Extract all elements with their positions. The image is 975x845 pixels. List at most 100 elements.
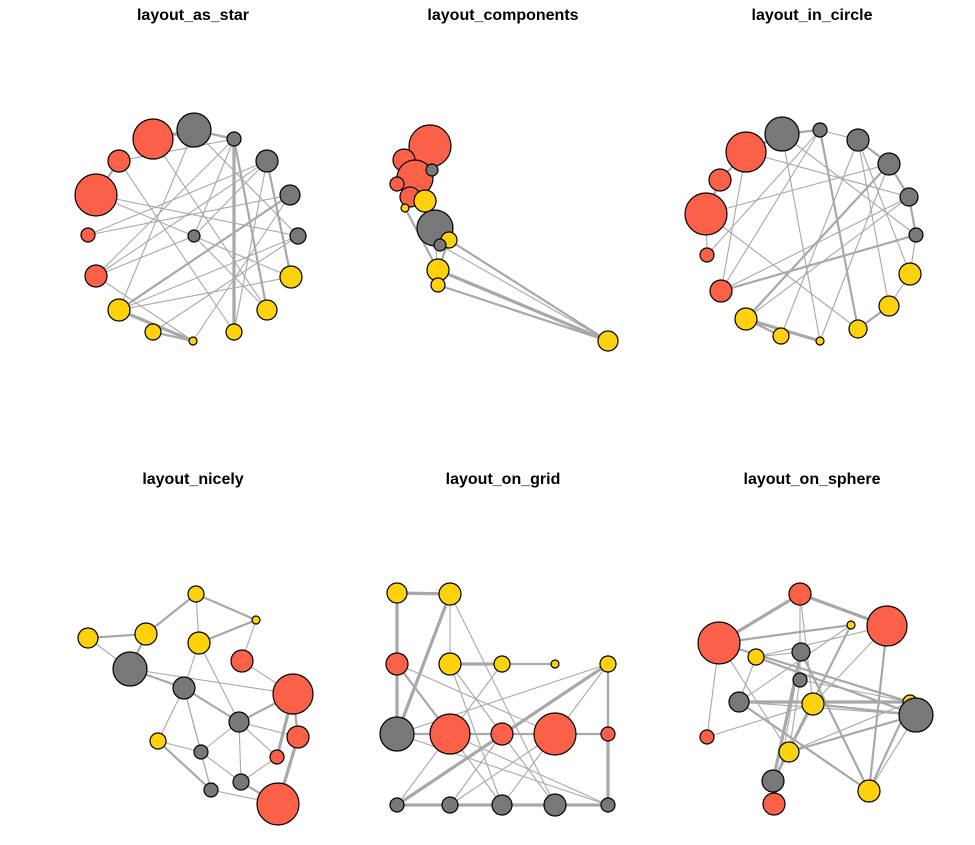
graph-edge — [449, 663, 503, 806]
graph-node — [74, 173, 118, 217]
graph-edge — [193, 235, 268, 311]
graph-node — [286, 725, 310, 749]
graph-edge — [193, 160, 268, 237]
graph-edge — [152, 235, 299, 333]
graph-node — [226, 131, 242, 147]
graph-edge — [867, 624, 889, 793]
graph-edge — [156, 739, 213, 792]
graph-node — [203, 782, 219, 798]
panel-layout-nicely: layout_nicely — [77, 471, 314, 826]
graph-node — [107, 298, 131, 322]
graph-node — [599, 655, 617, 673]
graph-node — [256, 782, 300, 826]
graph-node — [429, 713, 471, 755]
graph-edge — [720, 129, 821, 292]
graph-edge — [152, 138, 268, 311]
graph-node — [764, 116, 800, 152]
graph-edge — [439, 244, 609, 342]
graph-node — [866, 605, 908, 647]
graph-node — [801, 692, 825, 716]
panel-layout-components: layout_components — [389, 7, 619, 352]
graph-node — [762, 792, 786, 816]
graph-edge — [449, 593, 556, 806]
graph-node — [772, 327, 790, 345]
graph-edge — [118, 160, 235, 333]
graph-node — [490, 722, 514, 746]
graph-node — [149, 732, 167, 750]
graph-node — [389, 797, 405, 813]
panel-title: layout_on_grid — [446, 471, 561, 488]
graph-edge — [799, 650, 871, 793]
graph-node — [697, 621, 741, 665]
graph-edge — [788, 701, 911, 753]
graph-node — [791, 642, 811, 662]
graph-node — [846, 620, 856, 630]
graph-node — [425, 163, 439, 177]
graph-node — [379, 716, 415, 752]
panel-title: layout_in_circle — [752, 7, 873, 24]
graph-node — [846, 128, 870, 152]
graph-node — [269, 749, 285, 765]
graph-node — [251, 615, 261, 625]
graph-edge — [265, 159, 293, 279]
graph-node — [728, 691, 750, 713]
graph-edge — [129, 668, 294, 695]
graph-node — [898, 262, 922, 286]
graph-node — [187, 631, 211, 655]
graph-node — [898, 697, 934, 733]
graph-edge — [436, 283, 610, 343]
graph-edge — [447, 238, 610, 343]
graph-edge — [87, 160, 268, 236]
graph-node — [908, 227, 924, 243]
graph-edge — [233, 160, 268, 333]
graph-edge — [717, 623, 853, 645]
graph-edge — [781, 133, 917, 236]
graph-node — [778, 741, 800, 763]
graph-edge — [706, 703, 814, 738]
graph-edge — [754, 655, 918, 717]
graph-node — [788, 582, 812, 606]
graph-node — [441, 796, 459, 814]
panel-title: layout_as_star — [137, 7, 249, 24]
graph-node — [80, 227, 96, 243]
panel-layout-in-circle: layout_in_circle — [684, 7, 924, 346]
graph-node — [386, 582, 408, 604]
graph-edge — [395, 592, 452, 736]
graph-node — [815, 336, 825, 346]
graph-node — [107, 149, 131, 173]
graph-edge — [449, 733, 609, 806]
graph-node — [112, 651, 148, 687]
graph-node — [279, 265, 303, 289]
graph-edge — [857, 139, 911, 275]
graph-node — [699, 729, 715, 745]
graph-node — [230, 649, 254, 673]
graph-node — [144, 323, 162, 341]
graph-edge — [755, 625, 888, 658]
graph-node — [684, 192, 728, 236]
graph-node — [389, 176, 405, 192]
graph-node — [232, 773, 250, 791]
graph-node — [289, 227, 307, 245]
graph-node — [761, 769, 785, 793]
graph-node — [77, 627, 99, 649]
graph-edge — [193, 138, 235, 237]
graph-node — [734, 307, 758, 331]
graph-edge — [117, 193, 292, 312]
graph-node — [84, 264, 108, 288]
graph-node — [812, 122, 828, 138]
graph-node — [597, 330, 619, 352]
panel-title: layout_on_sphere — [744, 471, 881, 488]
graph-edge — [87, 194, 291, 236]
graph-node — [708, 168, 732, 192]
panel-title: layout_nicely — [142, 471, 243, 488]
graph-node — [225, 323, 243, 341]
graph-node — [187, 229, 201, 243]
panel-title: layout_components — [427, 7, 578, 24]
graph-edge — [436, 268, 610, 343]
graph-edge — [95, 138, 235, 277]
graph-node — [255, 149, 279, 173]
graph-node — [279, 184, 301, 206]
graph-edge — [818, 128, 860, 331]
graph-node — [600, 726, 616, 742]
graph-node — [172, 676, 196, 700]
